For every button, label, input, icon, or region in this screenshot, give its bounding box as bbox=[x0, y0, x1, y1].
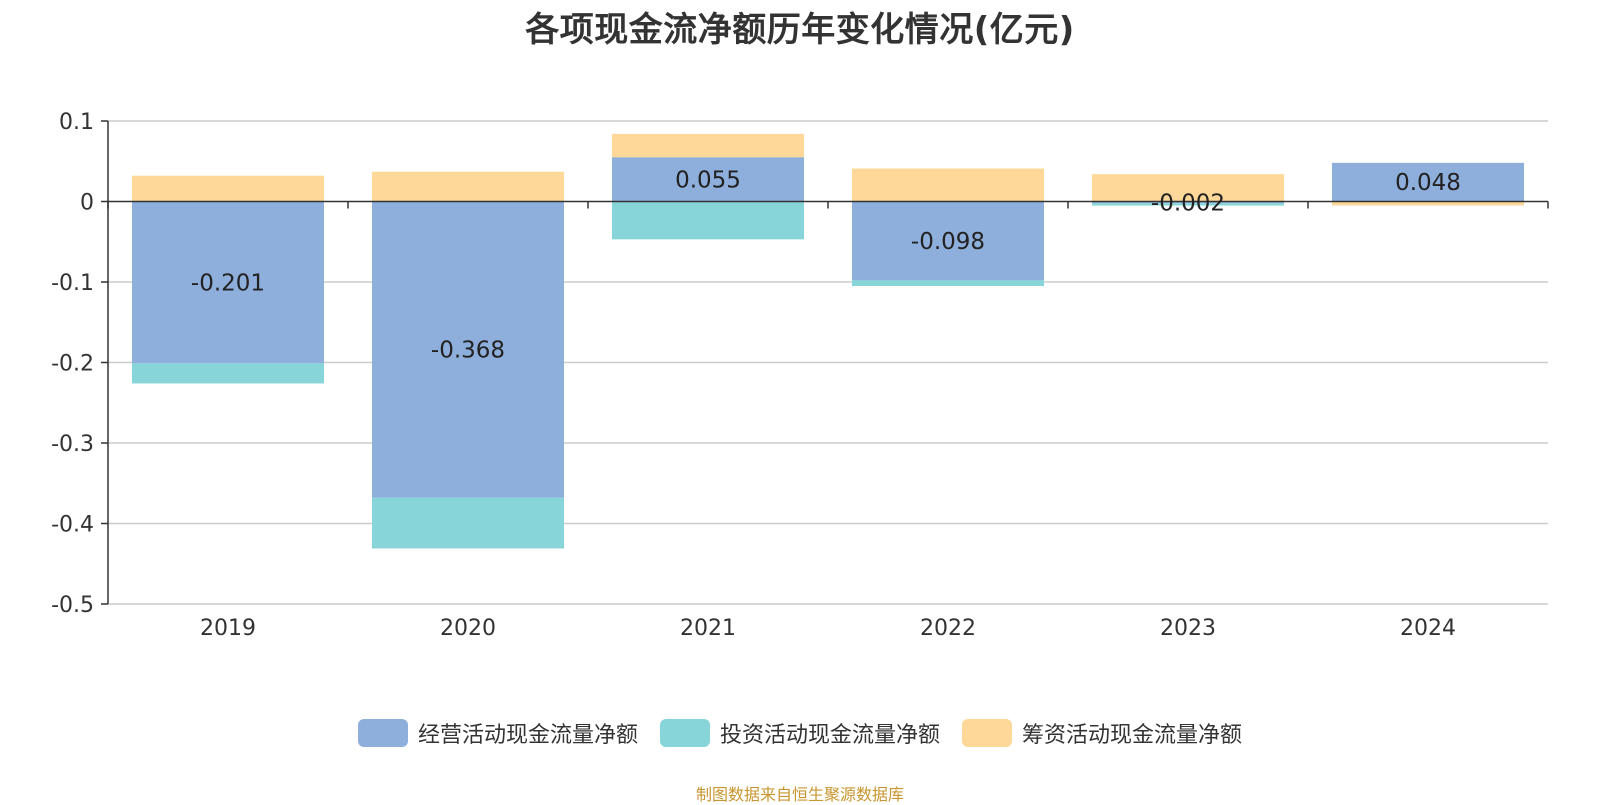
bar-financing-2024 bbox=[1332, 201, 1524, 206]
bar-financing-2022 bbox=[852, 168, 1044, 202]
x-tick-label: 2024 bbox=[1400, 616, 1456, 641]
data-label-operating-2023: -0.002 bbox=[1151, 190, 1225, 216]
y-tick-label: -0.3 bbox=[51, 432, 94, 457]
bar-investing-2020 bbox=[372, 497, 564, 549]
y-tick-label: -0.1 bbox=[51, 271, 94, 296]
x-tick-label: 2023 bbox=[1160, 616, 1216, 641]
y-tick-label: -0.2 bbox=[51, 352, 94, 377]
bar-operating-2024 bbox=[1332, 162, 1524, 202]
bar-operating-2020 bbox=[372, 201, 564, 498]
legend-item-investing[interactable]: 投资活动现金流量净额 bbox=[659, 717, 940, 749]
y-tick-label: -0.5 bbox=[51, 593, 94, 618]
legend: 经营活动现金流量净额 投资活动现金流量净额 筹资活动现金流量净额 bbox=[0, 717, 1600, 749]
bar-financing-2020 bbox=[372, 171, 564, 202]
y-tick-label: 0.1 bbox=[59, 110, 94, 135]
bar-financing-2021 bbox=[612, 133, 804, 158]
data-label-operating-2022: -0.098 bbox=[911, 229, 985, 255]
legend-label-operating: 经营活动现金流量净额 bbox=[417, 723, 638, 748]
data-label-operating-2020: -0.368 bbox=[431, 338, 505, 364]
bar-investing-2019 bbox=[132, 363, 324, 384]
bar-financing-2019 bbox=[132, 175, 324, 202]
data-label-operating-2021: 0.055 bbox=[675, 167, 741, 193]
bar-investing-2023 bbox=[1092, 203, 1284, 206]
legend-swatch-financing bbox=[962, 719, 1012, 747]
data-label-operating-2024: 0.048 bbox=[1395, 170, 1461, 196]
chart-title: 各项现金流净额历年变化情况(亿元) bbox=[525, 10, 1075, 50]
bar-operating-2022 bbox=[852, 201, 1044, 281]
bar-investing-2021 bbox=[612, 201, 804, 240]
bar-operating-2023 bbox=[1092, 201, 1284, 204]
bar-financing-2023 bbox=[1092, 174, 1284, 202]
bar-investing-2022 bbox=[852, 280, 1044, 287]
y-tick-label: -0.4 bbox=[51, 513, 94, 538]
legend-label-investing: 投资活动现金流量净额 bbox=[719, 723, 940, 748]
x-tick-label: 2020 bbox=[440, 616, 496, 641]
bar-operating-2021 bbox=[612, 157, 804, 202]
x-tick-label: 2019 bbox=[200, 616, 256, 641]
legend-item-financing[interactable]: 筹资活动现金流量净额 bbox=[962, 717, 1242, 749]
bar-operating-2019 bbox=[132, 201, 324, 364]
x-tick-label: 2022 bbox=[920, 616, 976, 641]
data-label-operating-2019: -0.201 bbox=[191, 270, 265, 296]
legend-item-operating[interactable]: 经营活动现金流量净额 bbox=[357, 717, 638, 749]
y-tick-label: 0 bbox=[80, 191, 94, 216]
legend-swatch-operating bbox=[357, 719, 408, 747]
source-note: 制图数据来自恒生聚源数据库 bbox=[695, 785, 904, 804]
cashflow-bar-chart: 0.1 0 -0.1 -0.2 -0.3 -0.4 -0.5 -0.201 -0.368 0.05… bbox=[51, 110, 1549, 641]
x-tick-label: 2021 bbox=[680, 616, 736, 641]
legend-label-financing: 筹资活动现金流量净额 bbox=[1022, 723, 1243, 748]
legend-swatch-investing bbox=[659, 719, 710, 747]
